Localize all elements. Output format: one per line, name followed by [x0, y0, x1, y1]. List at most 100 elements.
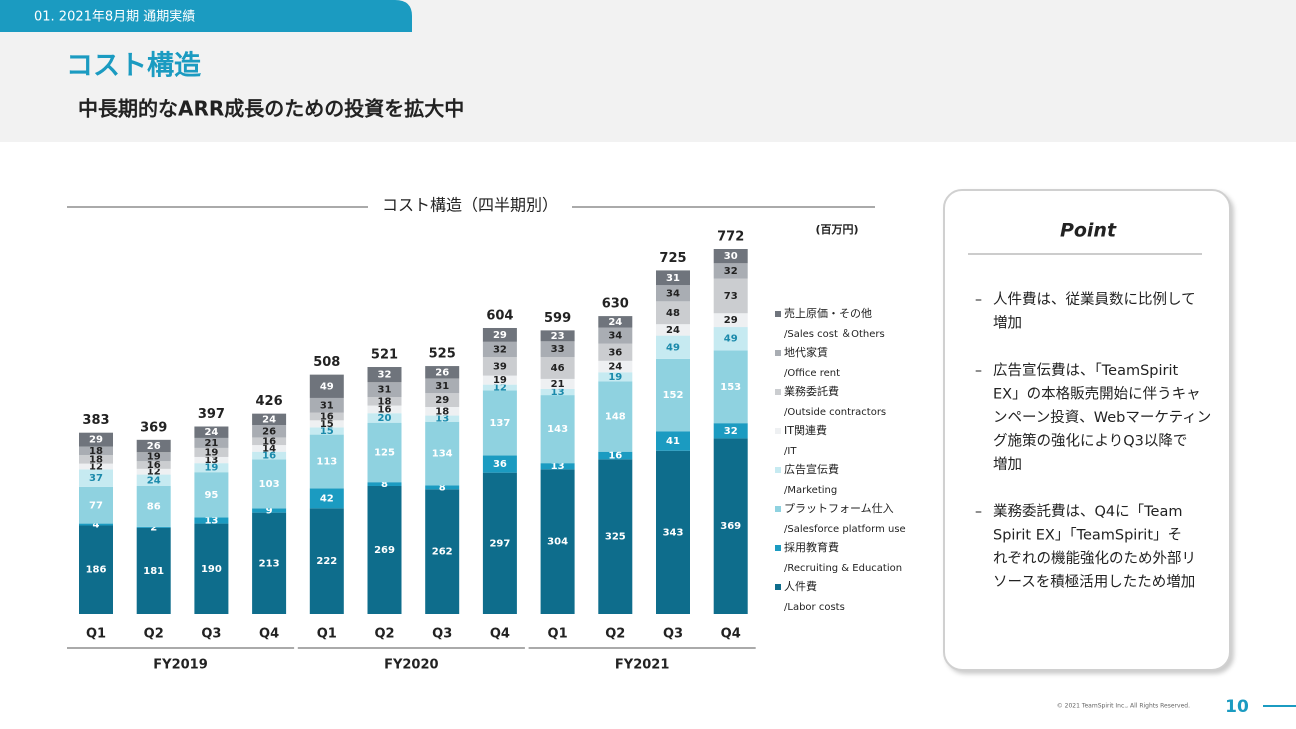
value-label: 21	[551, 379, 565, 390]
legend-swatch	[775, 389, 781, 395]
value-label: 31	[378, 385, 392, 396]
value-label: 103	[259, 479, 280, 490]
value-label: 13	[435, 414, 449, 425]
value-label: 8	[439, 482, 446, 493]
group-label: FY2019	[153, 658, 207, 673]
bullet-text: 広告宣伝費は、「TeamSpirit	[993, 362, 1179, 379]
legend-label-en: /Marketing	[784, 485, 837, 496]
bullet-text: EX」の本格販売開始に伴うキャ	[993, 386, 1201, 403]
value-label: 2	[150, 522, 157, 533]
legend-label: プラットフォーム仕入	[784, 502, 894, 515]
value-label: 15	[320, 426, 334, 437]
x-tick-label: Q2	[605, 627, 625, 642]
bar-segment	[252, 445, 287, 452]
point-title: Point	[1060, 220, 1117, 242]
value-label: 21	[204, 438, 218, 449]
value-label: 18	[378, 396, 392, 407]
bar-segment	[309, 488, 344, 509]
value-label: 24	[204, 427, 218, 438]
x-tick-label: Q4	[721, 627, 741, 642]
x-tick-label: Q2	[374, 627, 394, 642]
value-label: 304	[547, 537, 568, 548]
page-title: コスト構造	[66, 51, 201, 82]
bar-segment	[309, 412, 344, 421]
bar-segment	[309, 434, 344, 489]
bar-segment	[598, 372, 633, 382]
bar-segment	[194, 447, 229, 457]
x-tick-label: Q3	[201, 627, 221, 642]
value-label: 26	[435, 367, 449, 378]
value-label: 181	[143, 566, 164, 577]
bar-segment	[656, 324, 690, 336]
value-label: 12	[493, 382, 507, 393]
bar-segment	[425, 393, 460, 407]
bar-segment	[309, 397, 344, 413]
value-label: 32	[724, 426, 738, 437]
legend-label-en: /Sales cost ＆Others	[784, 329, 885, 340]
value-label: 95	[204, 490, 218, 501]
bar-segment	[136, 439, 171, 453]
total-label: 772	[717, 230, 744, 245]
bar-segment	[252, 413, 287, 426]
bar-segment	[713, 327, 748, 351]
value-label: 32	[724, 266, 738, 277]
value-label: 8	[381, 479, 388, 490]
value-label: 269	[374, 545, 395, 556]
bullet-dash: –	[975, 363, 982, 379]
bar-segment	[713, 263, 748, 279]
bar-segment	[425, 485, 460, 490]
bar-segment	[656, 358, 690, 432]
bar-segment	[656, 450, 690, 614]
value-label: 24	[262, 414, 276, 425]
value-label: 12	[147, 467, 161, 478]
value-label: 26	[147, 441, 161, 452]
value-label: 19	[608, 372, 622, 383]
total-label: 397	[198, 407, 225, 422]
bar-segment	[540, 463, 575, 470]
bar-segment	[598, 327, 633, 344]
bar-segment	[79, 432, 113, 447]
value-label: 24	[147, 475, 161, 486]
value-label: 190	[201, 564, 222, 575]
x-tick-label: Q3	[432, 627, 452, 642]
value-label: 39	[493, 361, 507, 372]
value-label: 222	[316, 556, 337, 567]
bar-segment	[136, 468, 171, 475]
value-label: 77	[89, 500, 103, 511]
legend-label-en: /Labor costs	[784, 602, 845, 613]
value-label: 125	[374, 447, 395, 458]
value-label: 42	[320, 493, 334, 504]
bar-segment	[136, 474, 171, 486]
bullet-text: 増加	[993, 315, 1022, 332]
page-number: 10	[1225, 697, 1249, 717]
bar-segment	[713, 249, 748, 264]
legend-label-en: /Office rent	[784, 368, 840, 379]
value-label: 153	[720, 382, 741, 393]
group-label: FY2020	[384, 658, 438, 673]
copyright: © 2021 TeamSpirit Inc., All Rights Reser…	[1057, 703, 1190, 710]
legend-swatch	[775, 311, 781, 317]
bar-segment	[194, 437, 229, 448]
bar-segment	[482, 472, 517, 614]
bar-segment	[79, 486, 113, 524]
bar-segment	[367, 422, 402, 483]
value-label: 37	[89, 473, 103, 484]
point-box	[943, 189, 1231, 671]
bar-segment	[367, 396, 402, 406]
legend-swatch	[775, 506, 781, 512]
value-label: 24	[608, 362, 622, 373]
legend-label: 広告宣伝費	[784, 462, 839, 476]
value-label: 49	[320, 381, 334, 392]
value-label: 16	[262, 436, 276, 447]
total-label: 383	[82, 413, 109, 428]
value-label: 343	[663, 527, 684, 538]
bar-segment	[252, 459, 287, 509]
legend-label: 採用教育費	[784, 540, 839, 554]
bullet-text: 業務委託費は、Q4に「Team	[993, 503, 1182, 520]
legend-label-en: /IT	[784, 446, 797, 457]
total-label: 521	[371, 348, 398, 363]
x-tick-label: Q4	[259, 627, 279, 642]
bar-segment	[482, 341, 517, 358]
bar-segment	[79, 469, 113, 487]
bar-segment	[482, 455, 517, 473]
